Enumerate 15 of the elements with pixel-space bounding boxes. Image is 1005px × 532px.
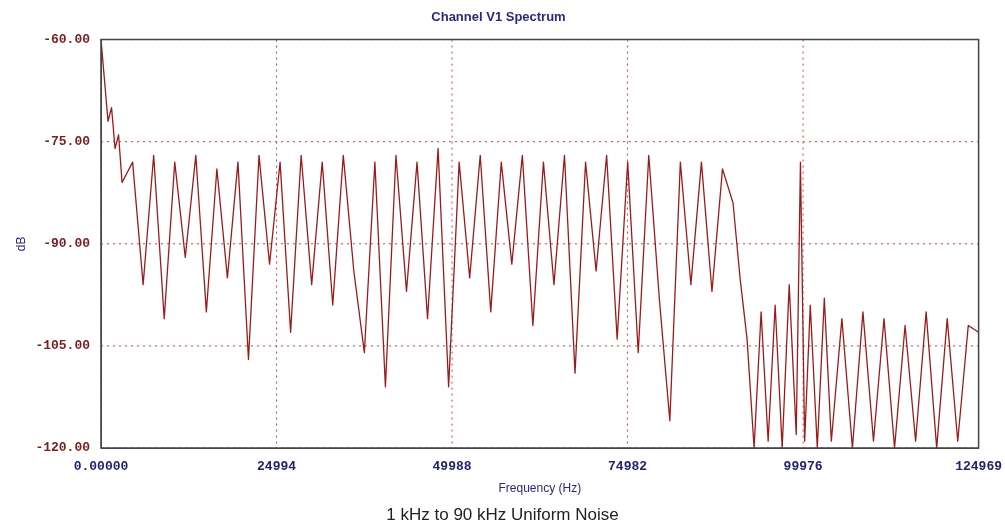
x-tick-label: 124969 — [955, 459, 1003, 475]
y-tick-label: -60.00 — [43, 31, 91, 47]
x-tick-label: 49988 — [432, 459, 472, 475]
y-tick-label: -90.00 — [43, 236, 91, 252]
text: 1 kHz to 90 kHz Uniform Noise — [385, 504, 620, 526]
x-axis-title: Frequency (Hz) — [498, 481, 582, 496]
x-tick-label: 99976 — [783, 459, 823, 475]
x-tick-label: 24994 — [257, 459, 297, 475]
y-tick-label: -105.00 — [35, 338, 91, 354]
x-tick-label: 74982 — [608, 459, 648, 475]
x-tick-label: 0.00000 — [73, 459, 129, 475]
y-tick-label: -120.00 — [35, 440, 91, 456]
chart-title: Channel V1 Spectrum — [431, 9, 566, 25]
y-axis-title: dB — [13, 236, 28, 252]
y-tick-label: -75.00 — [43, 133, 91, 149]
